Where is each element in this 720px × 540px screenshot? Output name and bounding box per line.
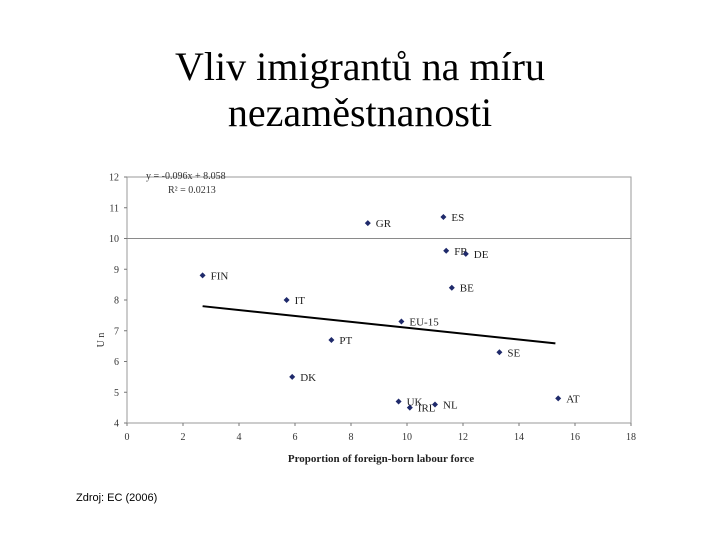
y-tick-label: 9 bbox=[114, 265, 119, 276]
slide-title: Vliv imigrantů na míru nezaměstnanosti bbox=[0, 44, 720, 136]
data-point-marker bbox=[199, 272, 206, 279]
x-tick-label: 10 bbox=[402, 432, 412, 443]
data-point-marker bbox=[395, 398, 402, 405]
x-axis-title: Proportion of foreign-born labour force bbox=[288, 453, 474, 465]
data-point-marker bbox=[555, 395, 562, 402]
slide-title-line-2: nezaměstnanosti bbox=[227, 90, 493, 135]
data-point-label: EU-15 bbox=[409, 317, 439, 329]
data-point-marker bbox=[462, 250, 469, 257]
data-point-label: BE bbox=[460, 283, 474, 295]
x-tick-label: 4 bbox=[237, 432, 242, 443]
y-tick-label: 7 bbox=[114, 326, 119, 337]
data-point-marker bbox=[496, 349, 503, 356]
y-tick-label: 4 bbox=[114, 419, 119, 430]
data-point-marker bbox=[289, 373, 296, 380]
data-point-label: SE bbox=[507, 347, 520, 359]
data-point-label: DK bbox=[300, 372, 316, 384]
data-point-marker bbox=[440, 213, 447, 220]
x-tick-label: 18 bbox=[626, 432, 636, 443]
y-tick-label: 5 bbox=[114, 388, 119, 399]
data-point-marker bbox=[328, 336, 335, 343]
trendline-r2: R² = 0.0213 bbox=[168, 185, 216, 196]
data-point-label: IT bbox=[295, 295, 306, 307]
data-point-marker bbox=[432, 401, 438, 408]
y-tick-label: 10 bbox=[109, 234, 119, 245]
trendline-group bbox=[202, 305, 556, 345]
y-tick-label: 11 bbox=[109, 203, 119, 214]
data-point-marker bbox=[406, 404, 413, 411]
data-point-label: IRL bbox=[418, 403, 436, 415]
data-point-label: PT bbox=[339, 335, 352, 347]
data-point-label: GR bbox=[376, 218, 392, 230]
data-point-marker bbox=[283, 297, 290, 303]
data-point-marker bbox=[448, 284, 455, 291]
data-point-label: NL bbox=[443, 400, 458, 412]
x-tick-label: 8 bbox=[349, 432, 354, 443]
x-tick-label: 16 bbox=[570, 432, 580, 443]
data-point-label: DE bbox=[474, 249, 489, 261]
x-tick-label: 6 bbox=[293, 432, 298, 443]
x-tick-label: 0 bbox=[125, 432, 130, 443]
data-point-marker bbox=[398, 318, 405, 325]
plot-border bbox=[126, 176, 632, 424]
axis-ticks: 4 5 6 7 8 9 10 11 12 0 2 4 6 8 10 12 14 16 18 bbox=[109, 173, 636, 444]
x-tick-label: 14 bbox=[514, 432, 524, 443]
plot-frame bbox=[126, 176, 632, 424]
data-point-marker bbox=[364, 220, 371, 227]
y-axis-title: U n bbox=[96, 333, 107, 348]
x-tick-label: 2 bbox=[181, 432, 186, 443]
trendline bbox=[202, 305, 556, 345]
y-tick-label: 6 bbox=[114, 357, 119, 368]
x-tick-label: 12 bbox=[458, 432, 468, 443]
data-point-marker bbox=[443, 247, 450, 254]
data-point-label: AT bbox=[566, 393, 580, 405]
data-point-label: FR bbox=[454, 246, 468, 258]
slide-title-line-1: Vliv imigrantů na míru bbox=[175, 44, 545, 89]
source-note: Zdroj: EC (2006) bbox=[76, 492, 158, 504]
y-tick-label: 12 bbox=[109, 173, 119, 184]
trendline-equation: y = -0.096x + 8.058 bbox=[146, 171, 226, 182]
data-point-label: ES bbox=[451, 212, 464, 224]
data-point-label: FIN bbox=[211, 270, 229, 282]
y-tick-label: 8 bbox=[114, 296, 119, 307]
